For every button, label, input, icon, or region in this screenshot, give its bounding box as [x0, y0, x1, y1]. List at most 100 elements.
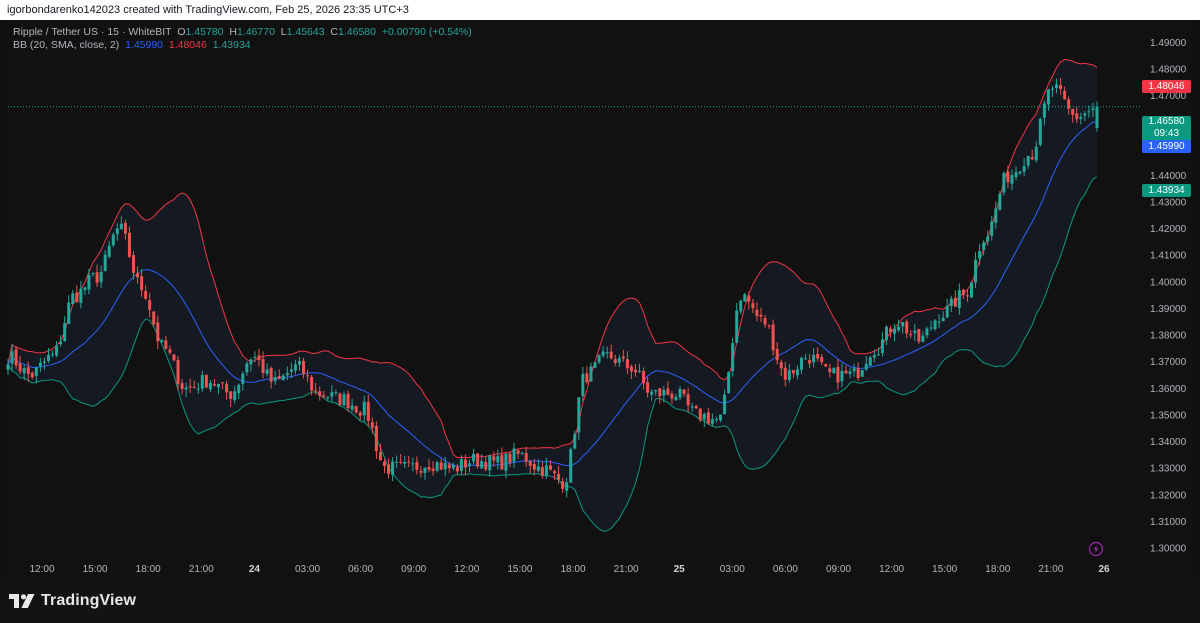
price-chart[interactable]: 1.30000 1.31000 1.32000 1.33000 1.34000 1.350…	[0, 0, 1200, 580]
time-axis[interactable]: 12:00 15:00 18:00 21:00 24 03:00 06:00 09:00 12:…	[29, 564, 1110, 575]
candle-body	[868, 357, 872, 366]
candle-body	[662, 390, 666, 396]
price-tick-label: 1.34000	[1150, 437, 1187, 448]
candle-body	[310, 376, 314, 391]
candle-body	[293, 364, 297, 371]
candle-body	[350, 405, 354, 410]
candle-body	[799, 357, 803, 370]
symbol-title[interactable]: Ripple / Tether US · 15 · WhiteBIT	[13, 26, 172, 38]
candle-body	[836, 366, 840, 383]
candle-body	[22, 367, 26, 374]
candle-body	[75, 292, 79, 302]
candle-body	[1059, 85, 1063, 89]
candle-body	[884, 326, 888, 341]
candle-body	[925, 328, 929, 336]
candle-body	[451, 465, 455, 469]
candle-body	[91, 273, 95, 275]
lightning-icon[interactable]	[1088, 541, 1104, 557]
time-tick-label: 03:00	[720, 564, 745, 575]
candle-body	[852, 368, 856, 372]
candle-body	[463, 459, 467, 468]
candle-body	[1030, 157, 1034, 160]
candle-body	[512, 448, 516, 462]
candle-body	[876, 354, 880, 356]
tradingview-logo-icon	[9, 594, 35, 608]
candle-body	[443, 462, 447, 470]
price-tick-label: 1.32000	[1150, 490, 1187, 501]
candle-body	[297, 360, 301, 365]
candle-body	[553, 471, 557, 474]
candle-body	[229, 391, 233, 399]
candle-body	[961, 289, 965, 296]
candle-body	[739, 300, 743, 312]
candle-body	[1055, 84, 1059, 89]
bb-indicator-label[interactable]: BB (20, SMA, close, 2)	[13, 39, 120, 51]
candle-body	[306, 375, 310, 377]
candle-body	[346, 393, 350, 409]
candle-body	[237, 384, 241, 394]
candle-body	[731, 343, 735, 372]
candle-body	[1095, 106, 1099, 129]
candle-body	[1018, 171, 1022, 174]
candle-body	[6, 364, 10, 370]
time-tick-label: 09:00	[826, 564, 851, 575]
candle-body	[127, 232, 131, 257]
candle-body	[208, 382, 212, 390]
candle-body	[670, 393, 674, 399]
candle-body	[403, 462, 407, 464]
candle-body	[561, 481, 565, 489]
candle-body	[573, 433, 577, 449]
candle-body	[905, 321, 909, 334]
candle-body	[59, 341, 63, 345]
candle-body	[957, 290, 961, 309]
candle-body	[812, 354, 816, 363]
candle-body	[184, 387, 188, 390]
candle-body	[565, 482, 569, 491]
candle-body	[1067, 99, 1071, 109]
candle-body	[779, 362, 783, 369]
high-label: H	[229, 26, 237, 38]
countdown-value: 09:43	[1153, 128, 1180, 139]
candle-body	[508, 453, 512, 463]
candle-body	[650, 391, 654, 395]
candle-body	[581, 373, 585, 397]
candle-body	[605, 352, 609, 354]
candle-body	[1022, 166, 1026, 172]
candle-body	[1087, 111, 1091, 113]
candle-body	[913, 330, 917, 334]
candle-body	[621, 356, 625, 359]
candle-body	[180, 383, 184, 389]
candle-body	[269, 367, 273, 382]
candle-body	[771, 324, 775, 351]
time-tick-label: 21:00	[189, 564, 214, 575]
candle-body	[415, 461, 419, 470]
candle-body	[682, 389, 686, 394]
candle-body	[945, 305, 949, 318]
candle-body	[557, 473, 561, 480]
time-tick-label: 15:00	[83, 564, 108, 575]
price-tick-label: 1.43000	[1150, 198, 1187, 209]
candle-body	[1010, 175, 1014, 184]
candle-body	[164, 340, 168, 349]
candle-body	[95, 272, 99, 283]
candle-body	[387, 464, 391, 474]
candle-body	[480, 460, 484, 469]
candle-body	[496, 456, 500, 463]
candle-body	[795, 369, 799, 376]
candle-body	[14, 349, 18, 366]
candle-body	[399, 461, 403, 463]
price-tick-label: 1.35000	[1150, 410, 1187, 421]
time-tick-label: 06:00	[773, 564, 798, 575]
candle-body	[990, 221, 994, 236]
candle-body	[633, 369, 637, 373]
brand-logo[interactable]: TradingView	[9, 592, 136, 610]
candle-body	[281, 375, 285, 381]
candle-body	[488, 455, 492, 471]
candle-body	[536, 466, 540, 471]
bb-basis-value: 1.45990	[125, 39, 164, 51]
candle-body	[123, 222, 127, 234]
candle-body	[71, 293, 75, 305]
candle-body	[844, 370, 848, 374]
candle-body	[249, 359, 253, 365]
candle-body	[569, 449, 573, 483]
